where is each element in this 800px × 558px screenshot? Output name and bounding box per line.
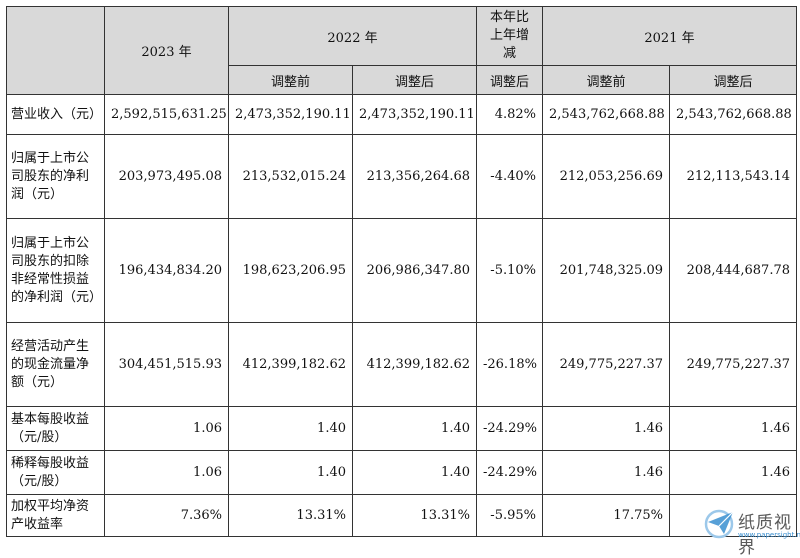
cell-2021-after: 249,775,227.37 bbox=[669, 322, 797, 407]
row-label: 基本每股收益（元/股） bbox=[6, 406, 105, 451]
cell-change: -5.95% bbox=[476, 494, 543, 537]
cell-2022-after: 1.40 bbox=[352, 406, 477, 451]
cell-2022-after: 412,399,182.62 bbox=[352, 322, 477, 407]
cell-change: 4.82% bbox=[476, 94, 543, 135]
row-label: 加权平均净资产收益率 bbox=[6, 494, 105, 537]
row-label: 经营活动产生的现金流量净额（元） bbox=[6, 322, 105, 407]
cell-2023: 7.36% bbox=[104, 494, 229, 537]
header-2022-before: 调整前 bbox=[228, 65, 353, 95]
row-label: 归属于上市公司股东的净利润（元） bbox=[6, 134, 105, 219]
row-label: 营业收入（元） bbox=[6, 94, 105, 135]
cell-2021-before: 1.46 bbox=[542, 406, 670, 451]
header-corner bbox=[6, 6, 105, 95]
cell-2022-before: 1.40 bbox=[228, 406, 353, 451]
cell-2022-before: 412,399,182.62 bbox=[228, 322, 353, 407]
cell-2021-after: 1.46 bbox=[669, 406, 797, 451]
cell-2021-after: 2,543,762,668.88 bbox=[669, 94, 797, 135]
cell-2021-before: 1.46 bbox=[542, 450, 670, 495]
cell-2022-before: 198,623,206.95 bbox=[228, 218, 353, 323]
cell-2021-before: 17.75% bbox=[542, 494, 670, 537]
cell-2023: 1.06 bbox=[104, 450, 229, 495]
watermark-url: www.papersight.net bbox=[738, 531, 800, 539]
header-2021-after: 调整后 bbox=[669, 65, 797, 95]
row-label: 归属于上市公司股东的扣除非经常性损益的净利润（元） bbox=[6, 218, 105, 323]
header-row-sub: 调整前 调整后 调整后 调整前 调整后 bbox=[7, 65, 797, 95]
cell-2022-before: 2,473,352,190.11 bbox=[228, 94, 353, 135]
header-change: 本年比上年增减 bbox=[476, 6, 543, 66]
cell-2022-after: 1.40 bbox=[352, 450, 477, 495]
cell-2022-after: 2,473,352,190.11 bbox=[352, 94, 477, 135]
cell-2023: 304,451,515.93 bbox=[104, 322, 229, 407]
cell-2023: 196,434,834.20 bbox=[104, 218, 229, 323]
table-row: 归属于上市公司股东的净利润（元） 203,973,495.08 213,532,… bbox=[6, 134, 797, 219]
cell-2023: 2,592,515,631.25 bbox=[104, 94, 229, 135]
cell-2022-before: 213,532,015.24 bbox=[228, 134, 353, 219]
header-2022-after: 调整后 bbox=[352, 65, 477, 95]
cell-2021-after: 212,113,543.14 bbox=[669, 134, 797, 219]
financial-table: 2023 年 2022 年 本年比上年增减 2021 年 调整前 调整后 调整后… bbox=[6, 6, 797, 537]
cell-change: -4.40% bbox=[476, 134, 543, 219]
cell-2023: 203,973,495.08 bbox=[104, 134, 229, 219]
cell-2022-before: 1.40 bbox=[228, 450, 353, 495]
cell-2022-after: 213,356,264.68 bbox=[352, 134, 477, 219]
table-row: 加权平均净资产收益率 7.36% 13.31% 13.31% -5.95% 17… bbox=[6, 494, 797, 537]
cell-change: -26.18% bbox=[476, 322, 543, 407]
cell-2021-before: 212,053,256.69 bbox=[542, 134, 670, 219]
table-row: 稀释每股收益（元/股） 1.06 1.40 1.40 -24.29% 1.46 … bbox=[6, 450, 797, 495]
table-row: 归属于上市公司股东的扣除非经常性损益的净利润（元） 196,434,834.20… bbox=[6, 218, 797, 323]
cell-2022-before: 13.31% bbox=[228, 494, 353, 537]
table-row: 营业收入（元） 2,592,515,631.25 2,473,352,190.1… bbox=[6, 94, 797, 135]
cell-2023: 1.06 bbox=[104, 406, 229, 451]
cell-2021-before: 249,775,227.37 bbox=[542, 322, 670, 407]
cell-2021-after: 208,444,687.78 bbox=[669, 218, 797, 323]
paper-plane-icon bbox=[704, 509, 734, 539]
cell-2021-after: 1.46 bbox=[669, 450, 797, 495]
watermark: 纸质视界 www.papersight.net bbox=[704, 506, 800, 558]
cell-2022-after: 206,986,347.80 bbox=[352, 218, 477, 323]
row-label: 稀释每股收益（元/股） bbox=[6, 450, 105, 495]
header-2022: 2022 年 bbox=[228, 6, 477, 66]
table-row: 经营活动产生的现金流量净额（元） 304,451,515.93 412,399,… bbox=[6, 322, 797, 407]
cell-change: -5.10% bbox=[476, 218, 543, 323]
header-row-years: 2023 年 2022 年 本年比上年增减 2021 年 bbox=[6, 6, 797, 95]
cell-2022-after: 13.31% bbox=[352, 494, 477, 537]
table-row: 基本每股收益（元/股） 1.06 1.40 1.40 -24.29% 1.46 … bbox=[6, 406, 797, 451]
cell-2021-before: 201,748,325.09 bbox=[542, 218, 670, 323]
header-2021-before: 调整前 bbox=[542, 65, 670, 95]
header-change-after: 调整后 bbox=[476, 65, 543, 95]
cell-change: -24.29% bbox=[476, 450, 543, 495]
header-2021: 2021 年 bbox=[542, 6, 797, 66]
cell-2021-after bbox=[669, 494, 797, 537]
cell-2021-before: 2,543,762,668.88 bbox=[542, 94, 670, 135]
header-2023: 2023 年 bbox=[104, 6, 229, 95]
cell-change: -24.29% bbox=[476, 406, 543, 451]
